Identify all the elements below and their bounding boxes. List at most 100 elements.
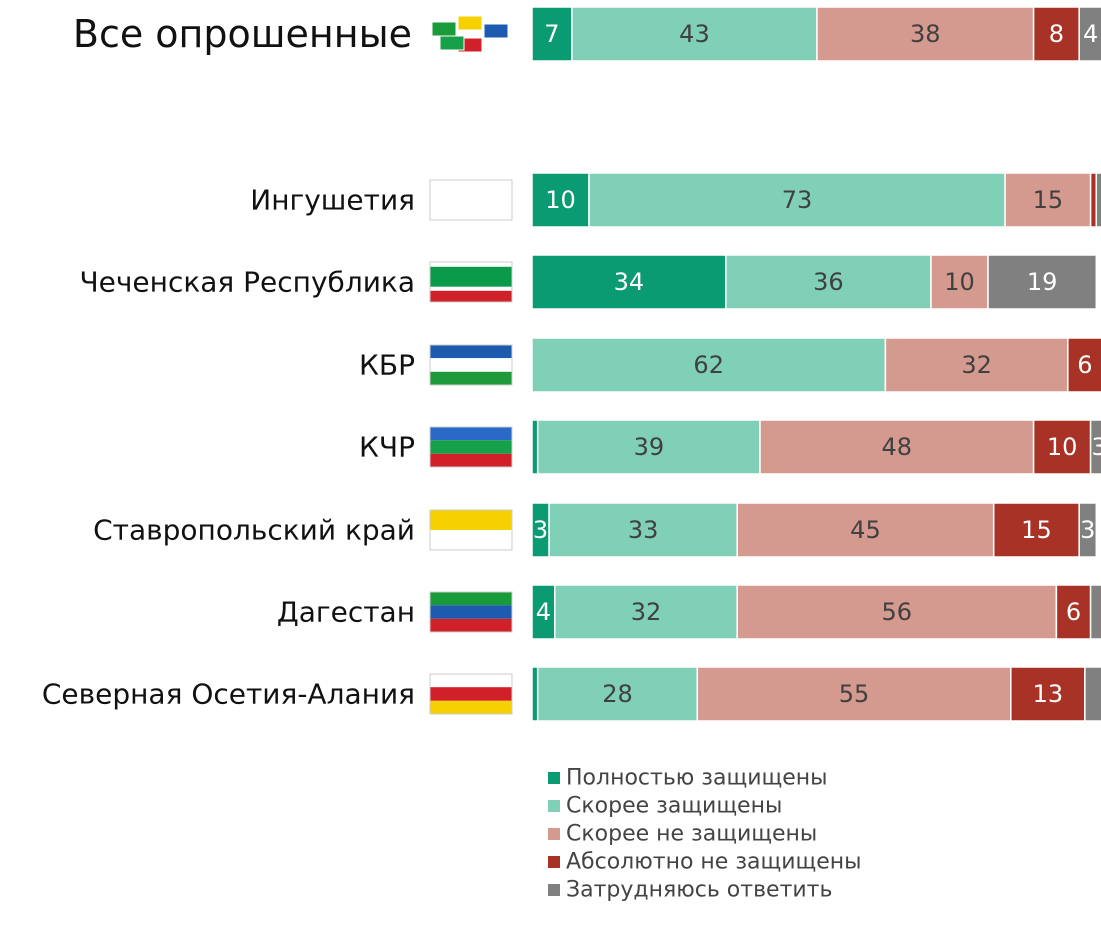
flag-stripe [430,687,512,701]
flag-stripe [430,262,512,267]
legend-label: Скорее не защищены [566,822,817,847]
bar-segment [531,666,539,722]
data-label: 28 [602,680,633,708]
legend-swatch [548,800,560,812]
flag-stripe [430,358,512,372]
data-label: 39 [634,433,665,461]
flag-border [429,509,513,551]
bar-segment [571,6,818,62]
category-label: Ингушетия [250,184,415,217]
bar-segment [531,6,573,62]
legend-label: Скорее защищены [566,794,782,819]
bar-segment [816,6,1035,62]
flag-icon [439,35,465,51]
legend-swatch [548,828,560,840]
flag-border [429,261,513,303]
bar-segment [736,502,995,558]
flag-stripe [430,266,512,287]
data-label: 33 [628,516,659,544]
data-label: 19 [1027,268,1058,296]
flag-stripe [430,440,512,454]
bar-segment [1067,337,1101,393]
flag-stripe [430,605,512,619]
data-label: 32 [961,351,992,379]
bar-segment [554,584,738,640]
data-label: 10 [944,268,975,296]
bar-segment [759,419,1035,475]
bar-segment [536,419,761,475]
bar-segment [531,254,727,310]
bar-segment [987,254,1098,310]
bar-segment [588,172,1006,228]
data-label: 48 [882,433,913,461]
data-label: 56 [882,598,913,626]
data-label: 43 [679,20,710,48]
bar-segment [884,337,1069,393]
bar-segment [1089,419,1101,475]
legend-swatch [548,884,560,896]
bar-segment [992,502,1080,558]
bar-segment [1032,6,1080,62]
flag-stripe [430,618,512,632]
bar-segment [1089,584,1101,640]
flag-stripe [430,371,512,385]
data-label: 3 [1080,516,1095,544]
data-label: 45 [850,516,881,544]
flag-border [429,426,513,468]
flag-stripe [430,674,512,688]
data-label: 3 [1092,433,1101,461]
data-label: 8 [1049,20,1064,48]
flag-stripe [430,700,512,714]
data-label: 6 [1066,598,1081,626]
category-label: Чеченская Республика [79,266,415,299]
category-label: Северная Осетия-Алания [42,678,415,711]
data-label: 3 [533,516,548,544]
category-label: КБР [359,349,415,382]
data-label: 15 [1033,186,1064,214]
bar-segment [725,254,932,310]
legend-label: Полностью защищены [566,766,828,791]
data-label: 6 [1077,351,1092,379]
flag-stripe [430,453,512,467]
bar-segment [1089,172,1098,228]
flag-stripe [430,530,512,550]
flag-stripe [430,592,512,606]
flag-border [429,179,513,221]
bar-segment [536,666,699,722]
flag-stripe [430,345,512,359]
category-label: Все опрошенные [73,12,412,56]
flag-border [429,591,513,633]
bar-segment [531,172,590,228]
legend-swatch [548,772,560,784]
bar-segment [1010,666,1086,722]
bar-segment [531,419,539,475]
data-label: 34 [614,268,645,296]
data-label: 10 [1047,433,1078,461]
flag-icon [483,23,509,39]
bar-segment [531,337,887,393]
legend-swatch [548,856,560,868]
flag-stripe [430,510,512,530]
legend-label: Абсолютно не защищены [566,850,862,875]
flag-icon [431,21,457,37]
flag-icon [457,15,483,31]
flag-stripe [430,180,512,220]
flag-border [429,344,513,386]
data-label: 38 [910,20,941,48]
bar-segment [1078,502,1098,558]
bar-segment [930,254,989,310]
data-label: 10 [545,186,576,214]
data-label: 15 [1021,516,1052,544]
data-label: 4 [1083,20,1098,48]
bar-segment [1084,666,1101,722]
data-label: 4 [536,598,551,626]
category-label: КЧР [359,431,415,464]
data-label: 7 [544,20,559,48]
flag-stripe [430,286,512,291]
bar-segment [1078,6,1101,62]
data-label: 13 [1033,680,1064,708]
data-label: 55 [839,680,870,708]
category-label: Ставропольский край [93,514,415,547]
bar-segment [1095,172,1101,228]
